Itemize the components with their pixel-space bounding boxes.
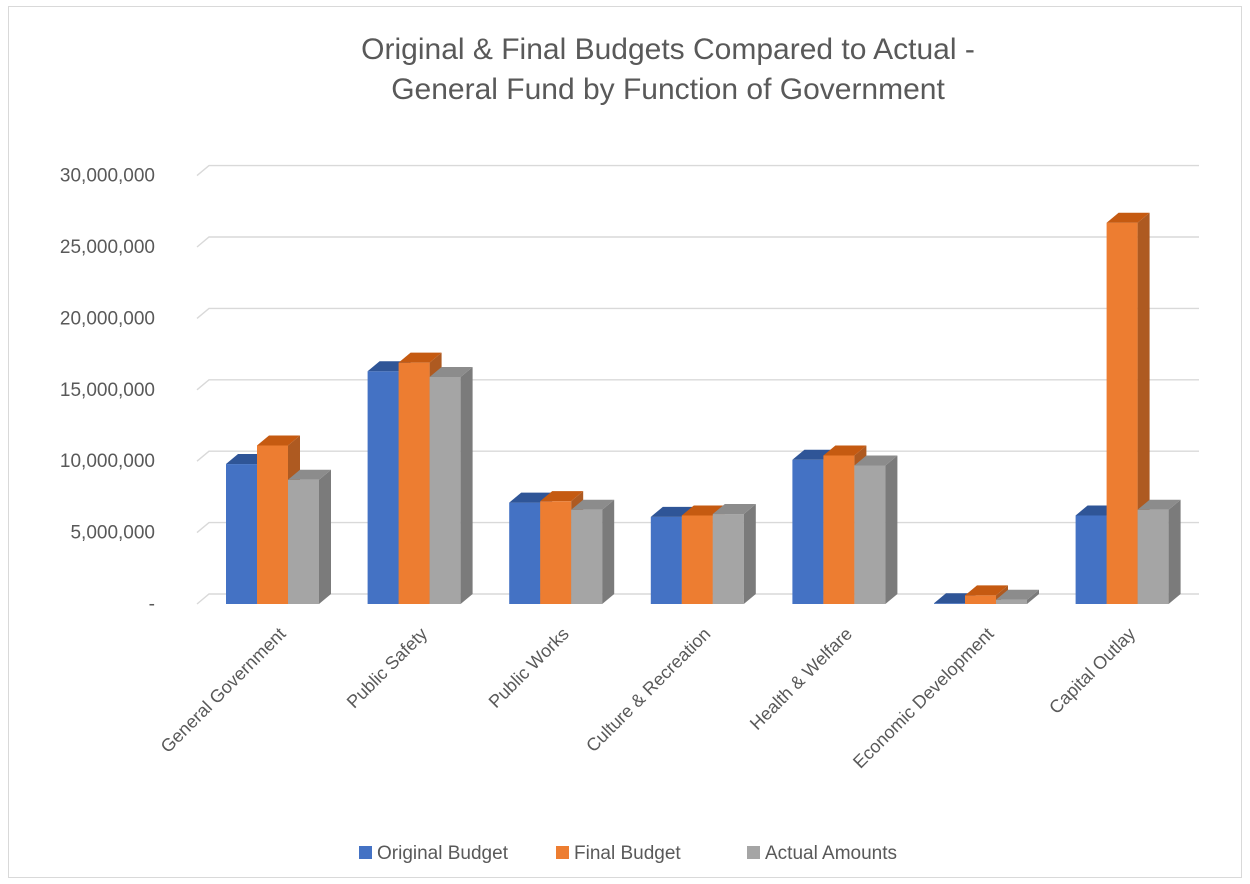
legend-item: Final Budget <box>556 843 681 864</box>
legend-label: Original Budget <box>377 843 509 864</box>
gridline <box>196 164 1199 177</box>
y-tick-label: 5,000,000 <box>70 523 155 544</box>
x-category-label: Capital Outlay <box>1045 624 1139 718</box>
x-axis-category-labels: General Government Public Safety Public Wo… <box>157 624 1140 773</box>
chart-title: Original & Final Budgets Compared to Act… <box>361 33 975 106</box>
y-tick-label: - <box>149 594 155 615</box>
bar <box>1137 499 1181 604</box>
y-tick-label: 10,000,000 <box>60 451 155 472</box>
gridline <box>196 450 1199 462</box>
bar <box>854 455 898 604</box>
bar <box>1106 212 1150 604</box>
x-category-label: Economic Development <box>849 624 998 773</box>
y-tick-label: 15,000,000 <box>60 380 155 401</box>
bar <box>571 499 615 604</box>
x-category-label: Public Safety <box>343 624 431 712</box>
gridline <box>196 379 1199 391</box>
gridlines <box>196 164 1199 605</box>
gridline <box>196 236 1199 248</box>
x-category-label: General Government <box>157 624 290 757</box>
bar <box>288 469 331 604</box>
x-category-label: Culture & Recreation <box>582 624 714 756</box>
chart-area: Original & Final Budgets Compared to Act… <box>8 6 1242 878</box>
legend-swatch <box>359 846 372 859</box>
x-category-label: Public Works <box>485 624 573 712</box>
y-tick-label: 25,000,000 <box>60 237 155 258</box>
y-tick-label: 30,000,000 <box>60 166 155 187</box>
legend: Original Budget Final Budget Actual Amount… <box>359 843 897 864</box>
gridline <box>196 307 1199 319</box>
legend-swatch <box>747 846 760 859</box>
x-category-label: Health & Welfare <box>746 624 856 734</box>
chart-title-line-2: General Fund by Function of Government <box>391 73 945 106</box>
bars <box>226 212 1181 604</box>
chart-title-line-1: Original & Final Budgets Compared to Act… <box>361 33 975 66</box>
bar <box>712 504 756 604</box>
legend-label: Actual Amounts <box>765 843 897 864</box>
chart-svg: Original & Final Budgets Compared to Act… <box>60 33 1199 864</box>
legend-swatch <box>556 846 569 859</box>
legend-item: Actual Amounts <box>747 843 897 864</box>
y-axis-tick-labels: - 5,000,000 10,000,000 15,000,000 20,000,000… <box>60 166 155 615</box>
bar <box>996 589 1039 604</box>
y-tick-label: 20,000,000 <box>60 308 155 329</box>
legend-label: Final Budget <box>574 843 681 864</box>
legend-item: Original Budget <box>359 843 509 864</box>
bar <box>429 366 473 604</box>
